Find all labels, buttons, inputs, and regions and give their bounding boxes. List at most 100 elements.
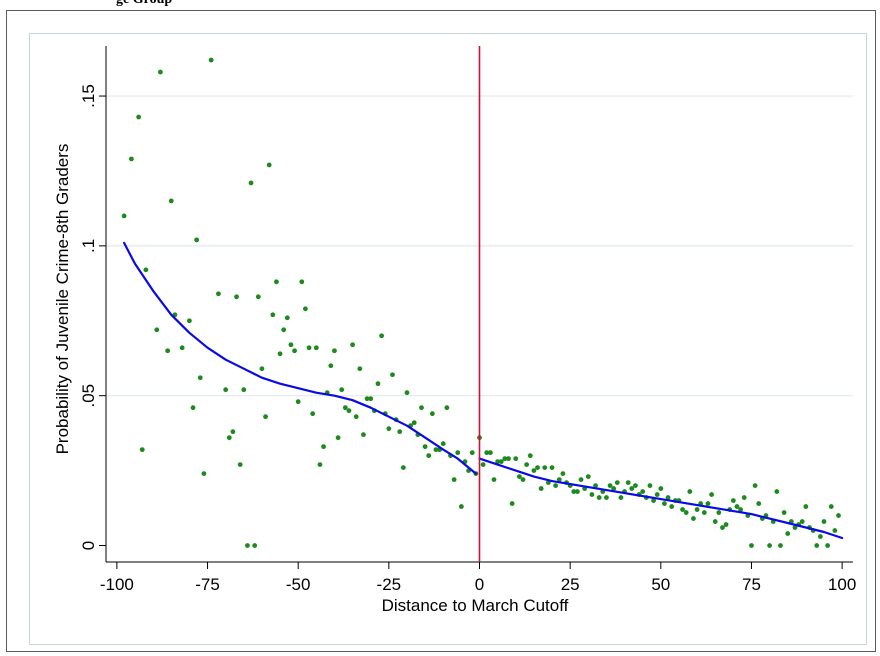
data-point [295,399,301,405]
fit-lines [123,241,844,540]
data-point [386,426,392,432]
data-point [738,507,743,512]
data-point [426,453,432,459]
data-point [310,411,316,417]
data-point [165,348,171,354]
data-point [339,387,345,393]
data-point [292,348,297,354]
data-point [509,501,515,506]
data-point [208,57,214,63]
data-point [255,294,261,300]
data-point [752,483,758,488]
data-point [458,504,464,509]
data-point [252,543,258,548]
data-point [774,489,780,494]
data-point [440,441,446,447]
data-point [701,510,707,515]
data-point [651,498,656,503]
chart-frame [6,10,876,652]
x-tick-label: 75 [742,575,761,594]
data-point [814,543,820,548]
data-point [578,477,584,482]
data-point [143,267,149,273]
data-point [263,414,268,420]
data-point [716,510,722,515]
data-point [665,495,671,500]
data-point [411,420,417,426]
data-point [571,489,577,494]
data-point [379,333,384,339]
data-point [516,474,522,479]
x-tick-label: -25 [377,575,402,594]
data-point [607,483,613,488]
data-point [749,543,754,548]
data-point [248,180,254,186]
data-point [560,471,566,477]
data-point [683,510,689,515]
data-point [821,519,827,524]
x-tick-label: 25 [561,575,580,594]
data-point [498,459,504,465]
data-point [284,315,290,321]
data-point [691,516,696,521]
y-tick-label: 0 [79,541,98,550]
data-point [502,456,508,462]
data-point [484,450,490,456]
fit-line-left [123,241,477,475]
scatter-points [121,57,841,548]
data-point [513,456,519,462]
data-point [234,294,239,300]
fit-line-right [478,457,844,540]
data-point [553,483,559,488]
data-point [201,471,207,477]
data-point [723,522,729,527]
data-point [549,465,555,471]
data-point [390,372,395,378]
data-point [614,480,620,485]
data-point [730,498,736,503]
data-point [741,495,747,500]
data-point [767,543,772,548]
data-point [259,366,265,372]
data-point [121,213,127,219]
data-point [154,327,160,333]
data-point [654,492,660,497]
data-point [491,477,497,482]
data-point [520,477,526,482]
data-point [556,477,562,482]
data-point [781,510,787,515]
data-point [817,534,823,539]
data-point [633,483,638,488]
data-point [230,429,236,435]
data-point [785,531,791,536]
data-point [346,408,352,414]
x-tick-label: -100 [100,575,134,594]
data-point [361,432,366,438]
data-point [288,342,294,348]
data-point [419,405,424,411]
x-axis-label: Distance to March Cutoff [382,596,569,615]
x-tick-label: -75 [195,575,220,594]
data-point [328,363,334,369]
data-point [658,486,664,491]
data-point [368,396,374,402]
data-point [400,465,406,471]
y-axis-label: Probability of Juvenile Crime-8th Grader… [53,144,72,455]
data-point [604,495,609,500]
data-point [836,513,841,518]
data-point [756,501,762,506]
data-point [194,237,200,243]
data-point [157,69,163,75]
data-point [712,519,718,524]
data-point [647,483,653,488]
data-point [397,429,403,435]
data-point [593,483,598,488]
data-point [720,525,725,530]
partial-figure-title: ge Group [116,0,172,8]
data-point [662,501,667,506]
x-tick-label: 50 [651,575,670,594]
data-point [694,507,700,512]
data-point [680,507,685,512]
data-point [136,114,142,120]
data-point [313,345,319,351]
